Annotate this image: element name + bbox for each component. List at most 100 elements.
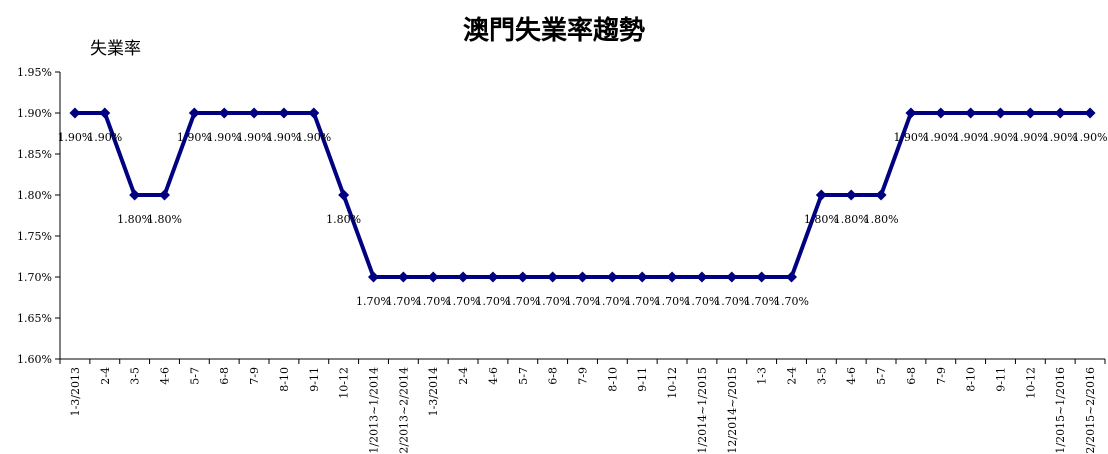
y-axis-label: 失業率 (90, 39, 141, 59)
data-label: 1.80% (804, 213, 839, 226)
y-tick-label: 1.75% (17, 230, 52, 243)
y-tick-label: 1.95% (17, 66, 52, 79)
data-point (368, 271, 379, 283)
data-label: 1.70% (655, 295, 690, 308)
data-point (606, 271, 618, 283)
x-tick-label: 11/2015~1/2016 (1054, 367, 1067, 454)
data-label: 1.90% (953, 131, 988, 144)
data-point (845, 189, 857, 201)
x-tick-label: 4-6 (487, 367, 500, 385)
data-label: 1.90% (207, 131, 242, 144)
data-label: 1.80% (834, 213, 869, 226)
y-tick-label: 1.80% (17, 189, 52, 202)
x-tick-label: 8-10 (965, 367, 978, 392)
data-point (577, 271, 588, 283)
data-point (129, 189, 141, 201)
data-label: 1.70% (565, 295, 600, 308)
data-label: 1.90% (923, 131, 958, 144)
x-tick-label: 9-11 (636, 367, 649, 392)
data-label: 1.90% (87, 131, 122, 144)
x-tick-label: 12/2015~2/2016 (1084, 367, 1097, 454)
data-label: 1.70% (684, 295, 719, 308)
y-tick-label: 1.70% (17, 271, 52, 284)
data-label: 1.90% (237, 131, 272, 144)
data-point (905, 107, 917, 119)
data-label: 1.70% (744, 295, 779, 308)
data-label: 1.70% (356, 295, 391, 308)
data-label: 1.90% (983, 131, 1018, 144)
data-label: 1.70% (774, 295, 809, 308)
x-tick-label: 6-8 (905, 367, 918, 385)
data-label: 1.90% (266, 131, 301, 144)
y-tick-label: 1.60% (17, 353, 52, 366)
x-tick-label: 5-7 (875, 367, 888, 385)
data-point (308, 107, 320, 119)
data-label: 1.80% (147, 213, 182, 226)
y-tick-label: 1.90% (17, 107, 52, 120)
data-point (248, 107, 260, 119)
data-label: 1.70% (625, 295, 660, 308)
data-point (278, 107, 290, 119)
data-label: 1.70% (416, 295, 451, 308)
data-label: 1.80% (864, 213, 899, 226)
data-labels: 1.90%1.90%1.80%1.80%1.90%1.90%1.90%1.90%… (57, 131, 1107, 308)
x-tick-label: 7-9 (935, 367, 948, 385)
data-label: 1.70% (535, 295, 570, 308)
data-point (218, 107, 230, 119)
x-tick-label: 12/2013~2/2014 (397, 367, 410, 454)
x-tick-label: 6-8 (218, 367, 231, 385)
data-point (397, 271, 409, 283)
x-ticks: 1-3/2013 2-4 3-5 4-6 5-7 6-8 7-9 8-10 9-11 10-12 1… (59, 359, 1106, 454)
x-tick-label: 2-4 (457, 367, 470, 385)
data-label: 1.90% (1043, 131, 1078, 144)
data-point (159, 189, 170, 201)
x-tick-label: 5-7 (188, 367, 201, 385)
data-label: 1.90% (1013, 131, 1048, 144)
x-tick-label: 8-10 (606, 367, 619, 392)
y-ticks: 1.60% 1.65% 1.70% 1.75% 1.80% 1.85% 1.90% 1.95% (17, 66, 60, 366)
x-tick-label: 9-11 (995, 367, 1008, 392)
data-label: 1.90% (1073, 131, 1108, 144)
x-tick-label: 9-11 (308, 367, 321, 392)
data-point (487, 271, 499, 283)
x-tick-label: 1-3/2014 (427, 367, 440, 416)
x-tick-label: 6-8 (547, 367, 560, 385)
data-label: 1.80% (326, 213, 361, 226)
data-point (188, 107, 200, 119)
data-point (666, 271, 678, 283)
data-point (69, 107, 81, 119)
data-point (457, 271, 469, 283)
data-point (1024, 107, 1036, 119)
data-point (935, 107, 947, 119)
data-point (786, 271, 797, 283)
x-tick-label: 10-12 (666, 367, 679, 399)
x-tick-label: 7-9 (248, 367, 261, 385)
data-point (338, 189, 350, 201)
x-tick-label: 4-6 (845, 367, 858, 385)
data-point (1084, 107, 1096, 119)
data-point (696, 271, 708, 283)
data-point (756, 271, 768, 283)
data-point (965, 107, 977, 119)
data-label: 1.70% (446, 295, 481, 308)
data-point (427, 271, 439, 283)
data-point (636, 271, 648, 283)
x-tick-label: 1-3/2013 (69, 367, 82, 416)
x-tick-label: 11/2014~1/2015 (696, 367, 709, 454)
data-point (517, 271, 529, 283)
data-label: 1.80% (117, 213, 152, 226)
y-tick-label: 1.85% (17, 148, 52, 161)
chart-title: 澳門失業率趨勢 (462, 16, 645, 46)
data-label: 1.90% (296, 131, 331, 144)
data-point (547, 271, 559, 283)
x-tick-label: 2-4 (99, 367, 112, 385)
data-label: 1.70% (505, 295, 540, 308)
x-tick-label: 12/2014~/2015 (726, 367, 739, 454)
data-point (99, 107, 111, 119)
data-label: 1.70% (475, 295, 510, 308)
x-tick-label: 11/2013~1/2014 (368, 367, 381, 454)
axes (59, 72, 1105, 360)
data-label: 1.90% (57, 131, 92, 144)
x-tick-label: 8-10 (278, 367, 291, 392)
